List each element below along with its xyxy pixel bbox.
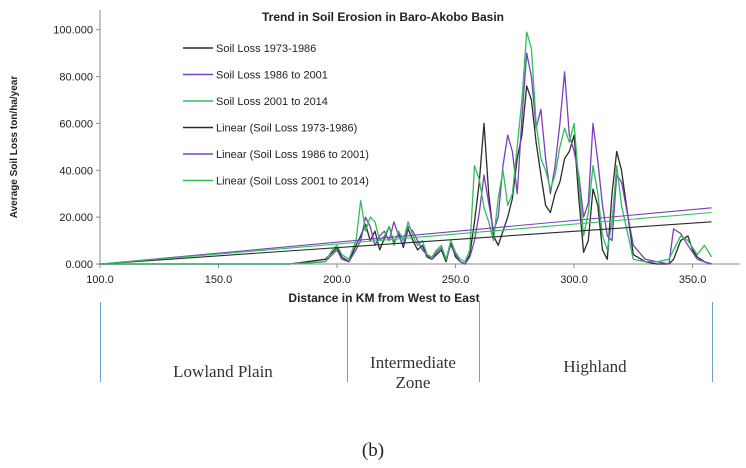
legend-label: Linear (Soil Loss 1986 to 2001) — [216, 149, 369, 161]
zone-label: Intermediate Zone — [370, 353, 456, 392]
trend-line — [99, 221, 712, 265]
x-tick-label: 150.0 — [205, 274, 233, 286]
legend-label: Soil Loss 2001 to 2014 — [216, 96, 328, 108]
y-tick-label: 0.000 — [65, 259, 93, 271]
trend-line — [99, 207, 712, 265]
legend-label: Soil Loss 1973-1986 — [216, 43, 316, 55]
y-axis-label: Average Soil Loss ton/ha/year — [9, 76, 20, 219]
trend-line — [99, 211, 712, 265]
zone-label: Highland — [563, 357, 627, 376]
plot-area: 0.000 20.000 40.000 60.000 80.000 100.000 100.… — [53, 10, 740, 286]
legend-label: Soil Loss 1986 to 2001 — [216, 70, 328, 82]
y-tick-label: 40.000 — [59, 165, 93, 177]
x-tick-label: 300.0 — [560, 274, 588, 286]
x-tick-label: 350.0 — [679, 274, 707, 286]
soil-erosion-line-chart: Trend in Soil Erosion in Baro-Akobo Basi… — [9, 10, 740, 305]
y-tick-label: 60.000 — [59, 118, 93, 130]
zone-label: Lowland Plain — [173, 362, 273, 381]
series-line — [100, 52, 712, 265]
figure-caption: (b) — [361, 440, 385, 461]
zone-divider — [712, 302, 713, 382]
zone-divider — [347, 302, 348, 382]
series-line — [100, 31, 713, 265]
chart-title: Trend in Soil Erosion in Baro-Akobo Basi… — [262, 10, 504, 24]
series-line — [100, 85, 712, 265]
y-tick-label: 80.000 — [59, 72, 93, 84]
x-tick-label: 200.0 — [323, 274, 351, 286]
legend: Soil Loss 1973-1986 Soil Loss 1986 to 200… — [183, 43, 369, 188]
legend-label: Linear (Soil Loss 2001 to 2014) — [216, 176, 369, 188]
legend-label: Linear (Soil Loss 1973-1986) — [216, 123, 357, 135]
zone-divider — [100, 302, 101, 382]
zone-divider — [479, 302, 480, 382]
x-tick-label: 100.0 — [86, 274, 114, 286]
y-tick-label: 20.000 — [59, 212, 93, 224]
x-tick-label: 250.0 — [442, 274, 470, 286]
y-tick-label: 100.000 — [53, 25, 93, 37]
x-axis-label: Distance in KM from West to East — [288, 291, 479, 305]
